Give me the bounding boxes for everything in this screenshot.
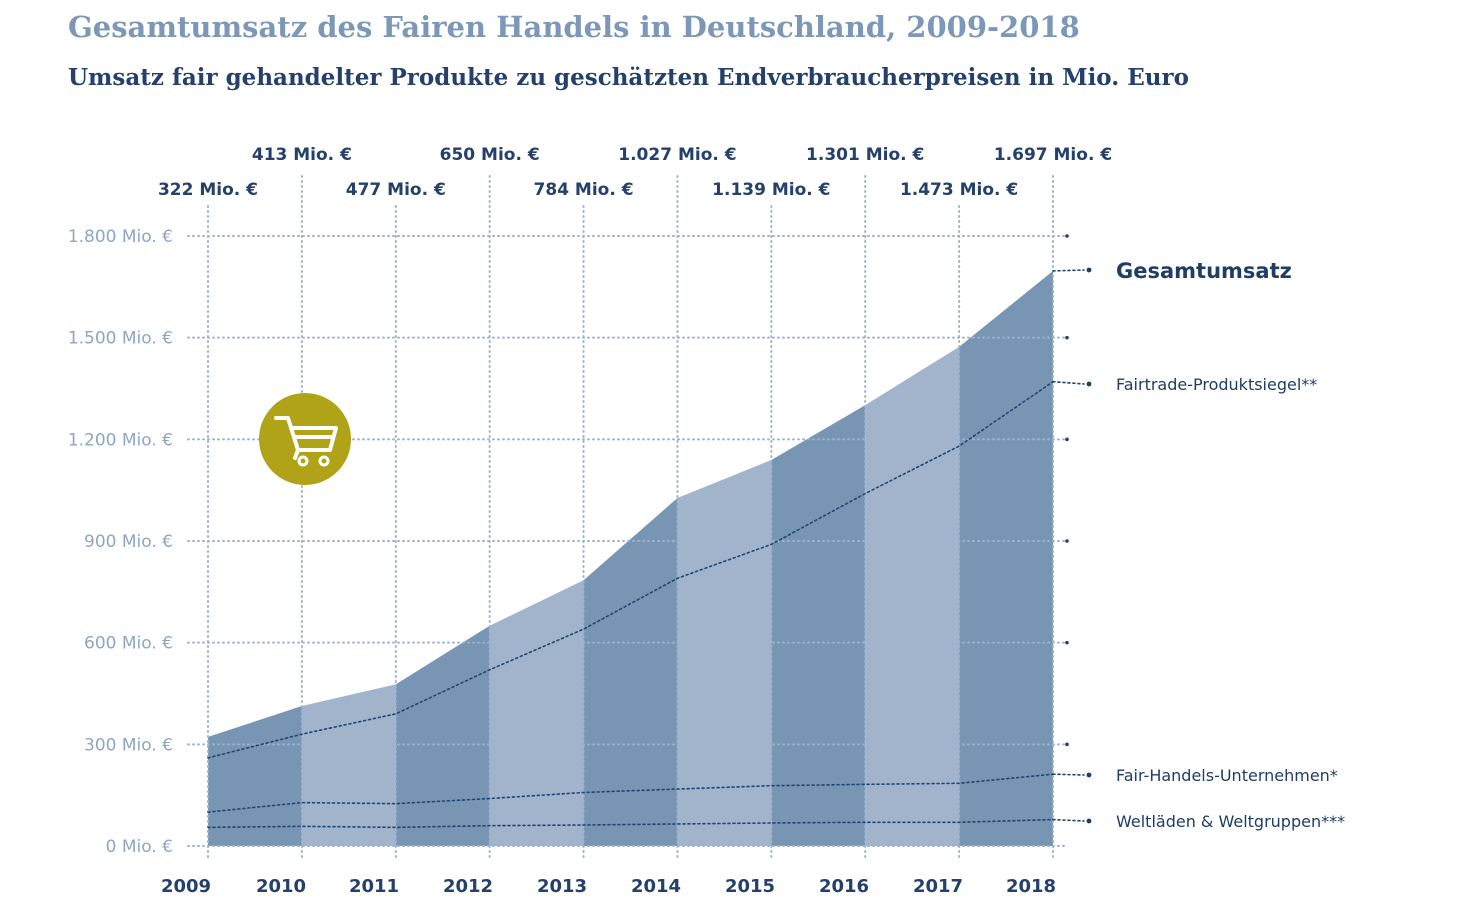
legend-dot-3 [1086, 818, 1092, 824]
series-line-1 [207, 380, 1054, 759]
data-label-2011: 477 Mio. € [346, 180, 446, 200]
area-band-2017-2018 [959, 270, 1053, 847]
data-label-2018: 1.697 Mio. € [994, 145, 1112, 165]
data-label-2010: 413 Mio. € [252, 145, 352, 165]
chart-title: Gesamtumsatz des Fairen Handels in Deuts… [68, 10, 1080, 44]
y-tick-label: 1.500 Mio. € [68, 329, 173, 349]
y-tick-label: 600 Mio. € [84, 634, 173, 654]
gridlines [187, 175, 1069, 859]
x-axis-labels: 2009 2010 2011 2012 2013 2014 2015 2016 2017 2018 [161, 876, 1056, 897]
area-band-2012-2013 [489, 580, 584, 846]
x-tick-label-2015: 2015 [725, 876, 775, 897]
x-tick-label-2016: 2016 [819, 876, 869, 897]
area-band-2016-2017 [865, 346, 960, 846]
legend-dot-1 [1086, 381, 1092, 387]
legend-dot-2 [1086, 772, 1092, 778]
series-lines [207, 380, 1054, 829]
tick-marker-1800 [1065, 234, 1069, 238]
area-band-2009-2010 [208, 706, 302, 846]
data-label-2016: 1.301 Mio. € [806, 145, 924, 165]
data-label-2015: 1.139 Mio. € [712, 180, 830, 200]
legend-label-0: Gesamtumsatz [1116, 259, 1292, 283]
data-label-2012: 650 Mio. € [440, 145, 540, 165]
data-label-2009: 322 Mio. € [158, 180, 258, 200]
area-band-2013-2014 [583, 497, 678, 846]
legend-label-3: Weltläden & Weltgruppen*** [1116, 812, 1345, 831]
data-label-2014: 1.027 Mio. € [618, 145, 736, 165]
tick-marker-600 [1065, 640, 1069, 645]
legend-leader-0 [1052, 269, 1085, 272]
x-tick-label-2011: 2011 [349, 876, 399, 897]
x-tick-label-2012: 2012 [443, 876, 493, 897]
series-line-3 [207, 818, 1054, 829]
data-labels: 322 Mio. € 413 Mio. € 477 Mio. € 650 Mio. €… [158, 145, 1112, 200]
y-tick-label: 0 Mio. € [106, 837, 173, 857]
tick-marker-1500 [1065, 335, 1069, 340]
legend: Gesamtumsatz Fairtrade-Produktsiegel** Fai… [1052, 259, 1345, 831]
y-tick-label: 900 Mio. € [84, 532, 173, 552]
x-tick-label-2009: 2009 [161, 876, 211, 897]
area-band-2010-2011 [301, 684, 396, 846]
y-axis-labels: 0 Mio. € 300 Mio. € 600 Mio. € 900 Mio. € 1.… [68, 227, 173, 857]
legend-leader-2 [1052, 773, 1085, 776]
area-band-2014-2015 [677, 460, 772, 846]
series-line-2 [207, 773, 1054, 813]
x-tick-label-2014: 2014 [631, 876, 681, 897]
tick-marker-300 [1065, 742, 1069, 747]
x-tick-label-2010: 2010 [256, 876, 306, 897]
shopping-cart-icon [259, 393, 351, 485]
tick-marker-1200 [1065, 437, 1069, 442]
y-tick-label: 1.800 Mio. € [68, 227, 173, 247]
legend-leader-1 [1052, 380, 1085, 385]
area-band-2011-2012 [395, 625, 490, 846]
legend-leader-3 [1052, 818, 1085, 822]
x-tick-label-2013: 2013 [537, 876, 587, 897]
data-label-2013: 784 Mio. € [534, 180, 634, 200]
legend-label-1: Fairtrade-Produktsiegel** [1116, 375, 1317, 394]
data-label-2017: 1.473 Mio. € [900, 180, 1018, 200]
area-bands [208, 270, 1053, 847]
area-band-2015-2016 [771, 405, 866, 846]
y-tick-label: 300 Mio. € [84, 735, 173, 755]
y-tick-label: 1.200 Mio. € [68, 430, 173, 450]
chart-subtitle: Umsatz fair gehandelter Produkte zu gesc… [68, 64, 1189, 91]
tick-marker-900 [1065, 539, 1069, 543]
legend-dot-0 [1086, 267, 1092, 273]
x-tick-label-2017: 2017 [913, 876, 963, 897]
legend-label-2: Fair-Handels-Unternehmen* [1116, 766, 1338, 785]
x-tick-label-2018: 2018 [1006, 876, 1056, 897]
